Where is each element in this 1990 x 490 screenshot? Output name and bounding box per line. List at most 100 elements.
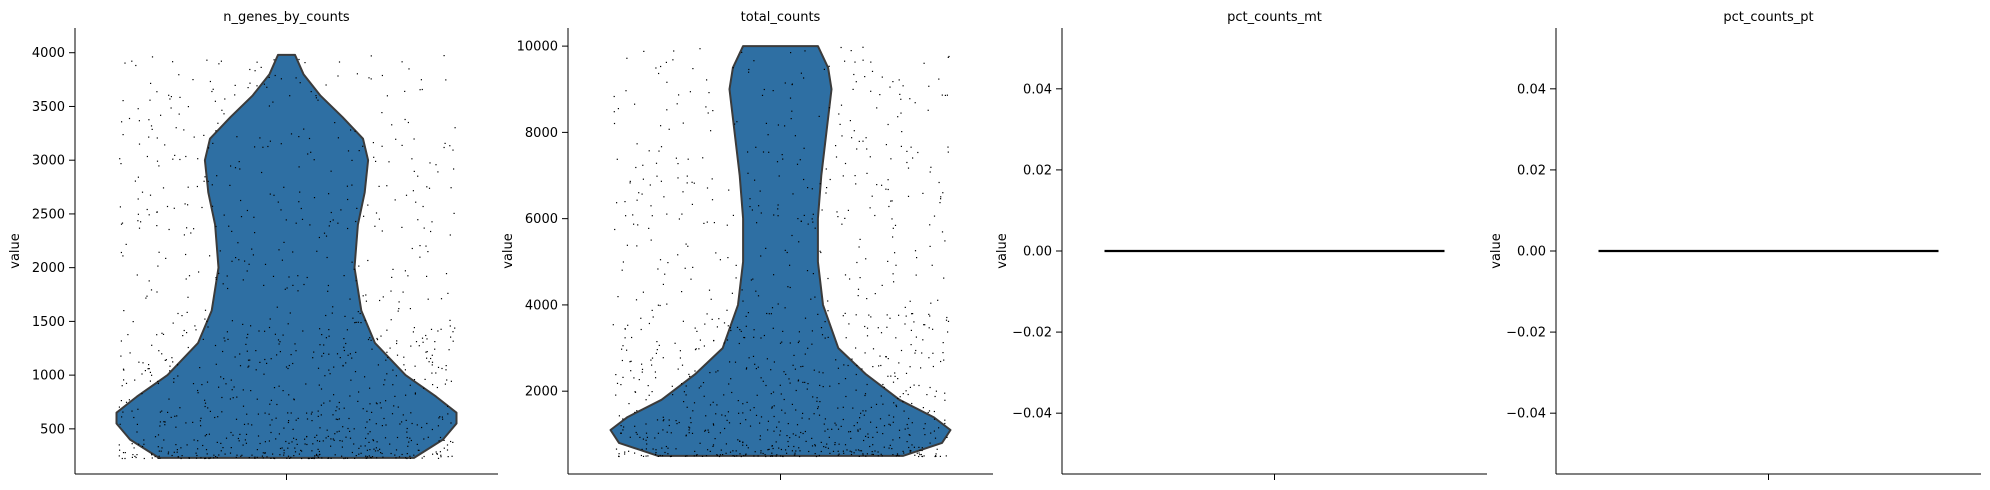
data-point xyxy=(810,298,812,300)
data-point xyxy=(158,350,160,352)
data-point xyxy=(944,392,946,394)
data-point xyxy=(892,439,894,441)
data-point xyxy=(250,325,252,327)
data-point xyxy=(622,429,624,431)
data-point xyxy=(137,213,139,215)
data-point xyxy=(807,347,809,349)
data-point xyxy=(128,117,131,120)
data-point xyxy=(651,309,653,311)
data-point xyxy=(624,451,626,453)
data-point xyxy=(705,415,707,417)
data-point xyxy=(247,423,249,425)
data-point xyxy=(885,356,887,358)
data-point xyxy=(207,180,209,182)
data-point xyxy=(727,325,729,327)
data-point xyxy=(332,414,334,416)
data-point xyxy=(167,451,170,453)
data-point xyxy=(392,384,394,386)
data-point xyxy=(797,380,799,382)
data-point xyxy=(192,383,195,385)
data-point xyxy=(121,457,123,460)
data-point xyxy=(118,444,120,446)
data-point xyxy=(355,321,357,323)
data-point xyxy=(177,364,179,366)
data-point xyxy=(913,384,915,386)
data-point xyxy=(163,421,165,423)
data-point xyxy=(850,50,852,52)
data-point xyxy=(911,402,913,405)
data-point xyxy=(239,168,241,170)
data-point xyxy=(452,441,454,443)
data-point xyxy=(844,274,847,276)
data-point xyxy=(151,344,153,346)
data-point xyxy=(410,439,412,442)
data-point xyxy=(250,390,252,392)
data-point xyxy=(242,323,244,325)
data-point xyxy=(844,444,847,446)
data-point xyxy=(928,313,930,315)
data-point xyxy=(877,455,879,457)
data-point xyxy=(406,427,408,430)
data-point xyxy=(215,278,217,280)
y-tick-label: 8000 xyxy=(525,126,558,141)
data-point xyxy=(314,455,316,457)
data-point xyxy=(741,51,743,53)
data-point xyxy=(817,407,819,410)
data-point xyxy=(800,72,802,74)
data-point xyxy=(859,277,861,279)
data-point xyxy=(798,447,800,449)
data-point xyxy=(226,275,228,277)
data-point xyxy=(920,453,922,456)
data-point xyxy=(629,182,631,184)
data-point xyxy=(804,381,806,383)
data-point xyxy=(443,55,445,57)
data-point xyxy=(199,367,201,369)
data-point xyxy=(664,273,666,275)
data-point xyxy=(319,427,321,429)
data-point xyxy=(650,359,652,361)
data-point xyxy=(307,153,309,155)
data-point xyxy=(375,402,377,404)
data-point xyxy=(369,456,372,458)
data-point xyxy=(621,269,623,271)
data-point xyxy=(892,454,894,456)
data-point xyxy=(169,365,171,367)
data-point xyxy=(760,255,762,257)
data-point xyxy=(303,283,305,286)
data-point xyxy=(197,440,199,442)
data-point xyxy=(636,433,638,435)
data-point xyxy=(693,455,695,457)
data-point xyxy=(729,327,731,329)
data-point xyxy=(639,436,641,438)
data-point xyxy=(932,328,934,330)
data-point xyxy=(686,455,688,457)
data-point xyxy=(916,452,918,454)
data-point xyxy=(158,165,160,167)
data-point xyxy=(432,384,434,386)
data-point xyxy=(860,450,863,452)
data-point xyxy=(879,355,881,357)
data-point xyxy=(341,455,343,457)
data-point xyxy=(816,400,818,402)
data-point xyxy=(835,359,837,361)
y-tick-label: −0.04 xyxy=(1506,407,1546,422)
data-point xyxy=(418,345,420,347)
panel-1: n_genes_by_countsvalue500100015002000250… xyxy=(8,10,498,480)
data-point xyxy=(790,52,792,54)
data-point xyxy=(347,354,349,356)
data-point xyxy=(946,316,948,319)
data-point xyxy=(446,449,449,451)
data-point xyxy=(343,338,345,340)
data-point xyxy=(439,416,441,418)
data-point xyxy=(892,381,895,383)
data-point xyxy=(867,436,869,438)
data-point xyxy=(354,371,357,373)
data-point xyxy=(736,121,738,123)
data-point xyxy=(323,344,325,346)
data-point xyxy=(914,454,916,456)
data-point xyxy=(662,420,664,422)
data-point xyxy=(693,182,695,184)
data-point xyxy=(935,455,937,457)
data-point xyxy=(811,437,813,439)
data-point xyxy=(837,454,839,456)
